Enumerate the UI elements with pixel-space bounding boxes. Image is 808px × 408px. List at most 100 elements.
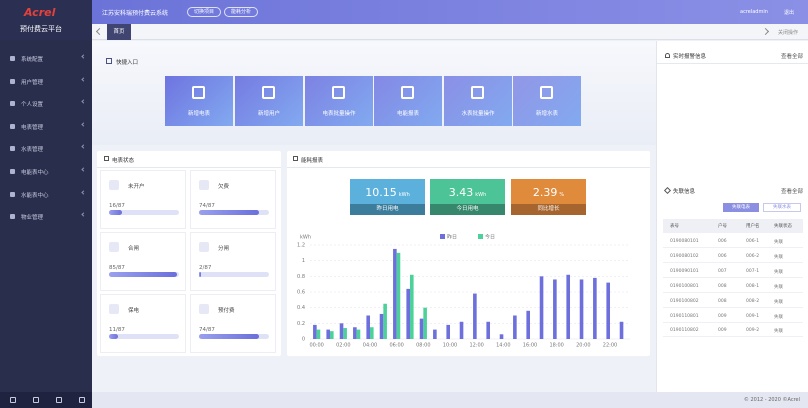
table-cell: 失联	[774, 314, 783, 320]
sidebar-item[interactable]: 水表管理	[0, 142, 92, 156]
sidebar-icon	[10, 214, 15, 220]
quick-tile[interactable]: 新增水表	[513, 76, 581, 126]
status-progress-fill	[109, 334, 118, 339]
quick-tile[interactable]: 电能报表	[374, 76, 442, 126]
table-header	[663, 219, 803, 233]
panel-title: 能耗报表	[301, 158, 324, 164]
panel-divider	[97, 167, 281, 168]
sidebar-chevron	[81, 122, 86, 127]
quick-icon	[106, 58, 112, 64]
sidebar-item[interactable]: 用户管理	[0, 75, 92, 89]
status-icon	[199, 242, 209, 252]
status-cell: 欠费 74/87	[190, 170, 276, 229]
table-cell: 0190110802	[670, 328, 699, 334]
sidebar-tool-icon[interactable]	[56, 397, 62, 403]
tab-close[interactable]: 关闭操作	[778, 30, 799, 36]
tab-active[interactable]: 首页	[107, 24, 131, 40]
sidebar-tool-icon[interactable]	[10, 397, 16, 403]
table-cell: 008-2	[746, 298, 760, 304]
quick-tile-label: 电表批量操作	[322, 111, 356, 117]
right-panel: 实时报警信息 查看全部 失联信息 查看全部 失联电表 失联水表 表号 户号 用户名 失联状态 019…	[656, 41, 808, 392]
table-cell: 008-1	[746, 283, 760, 289]
kpi-card: 10.15 kWh 昨日用电	[350, 179, 425, 215]
logo-brand: Acrel	[24, 6, 56, 19]
sidebar-label: 电表管理	[21, 124, 44, 131]
sidebar-item[interactable]: 电表管理	[0, 120, 92, 134]
status-label: 合闸	[128, 246, 140, 252]
header-title: 江苏安科瑞预付费云系统	[102, 10, 169, 17]
header-button[interactable]: 切换项目	[187, 7, 221, 17]
quick-tile-icon	[262, 86, 275, 99]
quick-tile[interactable]: 电表批量操作	[305, 76, 373, 126]
footer-text: © 2012 - 2020 ©Acrel	[743, 397, 800, 403]
status-cell: 预付费 74/87	[190, 294, 276, 353]
sidebar-chevron	[81, 99, 86, 104]
kpi-unit: %	[559, 192, 565, 198]
header-user[interactable]: acreladmin	[740, 9, 768, 15]
lost-title: 失联信息	[673, 189, 696, 195]
lost-more[interactable]: 查看全部	[781, 189, 804, 195]
sidebar-item[interactable]: 个人设置	[0, 97, 92, 111]
meter-status-panel: 电表状态 未开户 16/87 欠费 74/87 合闸 85/87 分闸 2/87 保电 11/87 预…	[97, 151, 281, 356]
sidebar-item[interactable]: 物业管理	[0, 210, 92, 224]
status-count: 16/87	[109, 203, 125, 209]
sidebar-icon	[10, 169, 15, 174]
quick-tile-label: 新增电表	[187, 111, 210, 117]
sidebar-label: 个人设置	[21, 102, 44, 109]
table-cell: 失联	[774, 329, 783, 335]
sidebar-item[interactable]: 系统配置	[0, 52, 92, 66]
alarm-more[interactable]: 查看全部	[781, 54, 804, 60]
table-header-cell: 失联状态	[774, 224, 792, 229]
quick-title: 快捷入口	[116, 60, 139, 66]
status-label: 未开户	[128, 184, 145, 190]
lost-button[interactable]: 失联水表	[763, 203, 801, 212]
status-cell: 分闸 2/87	[190, 232, 276, 291]
status-progress-track	[109, 334, 179, 339]
lost-button[interactable]: 失联电表	[723, 203, 759, 212]
sidebar-label: 电能表中心	[21, 170, 49, 176]
status-icon	[109, 180, 119, 190]
table-cell: 009-1	[746, 313, 760, 319]
sidebar-tool-icon[interactable]	[79, 397, 85, 403]
table-cell: 0190110801	[670, 313, 699, 319]
kpi-label: 今日用电	[430, 204, 505, 215]
quick-tile[interactable]: 新增用户	[235, 76, 303, 126]
sidebar-label: 物业管理	[21, 215, 44, 222]
sidebar-item[interactable]: 水能表中心	[0, 188, 92, 202]
status-icon	[199, 304, 209, 314]
table-cell: 0190100801	[670, 283, 699, 289]
sidebar-chevron	[81, 144, 86, 150]
table-cell: 006	[718, 253, 727, 259]
kpi-card: 2.39% 同比增长	[511, 179, 586, 215]
table-row-line	[663, 321, 803, 323]
table-cell: 失联	[774, 284, 783, 290]
sidebar-tool-icon[interactable]	[33, 397, 39, 403]
kpi-label: 昨日用电	[350, 204, 425, 215]
quick-tile[interactable]: 新增电表	[165, 76, 233, 126]
table-cell: 失联	[774, 240, 783, 245]
sidebar-chevron	[81, 212, 86, 217]
status-progress-fill	[109, 210, 122, 215]
table-row-line	[663, 291, 803, 293]
sidebar-bottom	[0, 392, 92, 408]
energy-panel: 能耗报表 10.15 kWh 昨日用电 3.43 kWh 今日用电 2.39% 同比增长	[287, 151, 650, 356]
header-button[interactable]: 能耗分析	[224, 7, 258, 17]
quick-tile[interactable]: 水表批量操作	[444, 76, 512, 126]
table-cell: 0190080101	[670, 239, 699, 244]
table-cell: 0190100802	[670, 298, 699, 304]
quick-tile-icon	[332, 86, 345, 99]
status-cell: 合闸 85/87	[100, 232, 186, 291]
table-header-cell: 户号	[718, 224, 727, 229]
sidebar-item[interactable]: 电能表中心	[0, 165, 92, 179]
kpi-value-row: 3.43 kWh	[430, 186, 505, 199]
header-logout[interactable]: 退出	[784, 10, 795, 16]
table-cell: 失联	[774, 299, 783, 305]
table-cell: 失联	[774, 269, 783, 275]
table-header-cell: 用户名	[746, 224, 760, 229]
table-cell: 0190090101	[670, 268, 699, 274]
kpi-value: 3.43	[448, 186, 474, 199]
quick-tile-label: 新增水表	[535, 111, 558, 117]
quick-tile-label: 电能报表	[396, 111, 419, 117]
table-cell: 失联	[774, 254, 783, 260]
